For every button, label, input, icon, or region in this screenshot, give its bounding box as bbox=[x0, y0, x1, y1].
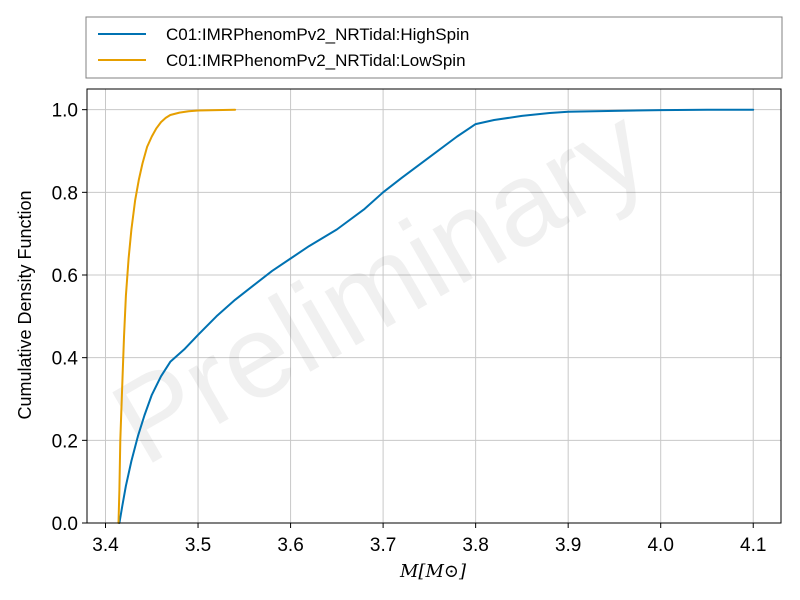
y-tick-label: 0.6 bbox=[52, 266, 78, 287]
y-tick-label: 1.0 bbox=[52, 101, 78, 122]
y-tick-label: 0.4 bbox=[52, 349, 79, 370]
plot-area-frame bbox=[86, 88, 782, 524]
series-line-highspin bbox=[118, 108, 755, 524]
x-tick-label: 3.9 bbox=[555, 535, 581, 556]
x-tick-label: 3.5 bbox=[185, 535, 211, 556]
x-axis-label: M[M⊙] bbox=[399, 561, 467, 582]
plot-series bbox=[117, 108, 755, 524]
y-axis-ticks: 0.0 0.2 0.4 0.6 0.8 1.0 bbox=[52, 101, 87, 535]
y-axis-label: Cumulative Density Function bbox=[15, 190, 35, 419]
x-tick-label: 3.7 bbox=[370, 535, 396, 556]
legend-entries: C01:IMRPhenomPv2_NRTidal:HighSpin C01:IMR… bbox=[98, 25, 469, 70]
legend-label: C01:IMRPhenomPv2_NRTidal:HighSpin bbox=[166, 25, 469, 44]
x-axis-ticks: 3.4 3.5 3.6 3.7 3.8 3.9 4.0 4.1 bbox=[92, 523, 766, 556]
series-line-lowspin bbox=[117, 108, 237, 524]
y-tick-label: 0.0 bbox=[52, 514, 78, 535]
legend-frame bbox=[85, 16, 783, 79]
x-tick-label: 4.0 bbox=[647, 535, 673, 556]
legend: C01:IMRPhenomPv2_NRTidal:HighSpin C01:IMR… bbox=[85, 16, 783, 79]
x-tick-label: 3.6 bbox=[277, 535, 303, 556]
x-tick-label: 4.1 bbox=[740, 535, 766, 556]
y-tick-label: 0.8 bbox=[52, 183, 78, 204]
x-tick-label: 3.4 bbox=[92, 535, 119, 556]
legend-label: C01:IMRPhenomPv2_NRTidal:LowSpin bbox=[166, 51, 466, 70]
y-tick-label: 0.2 bbox=[52, 431, 78, 452]
x-tick-label: 3.8 bbox=[462, 535, 488, 556]
